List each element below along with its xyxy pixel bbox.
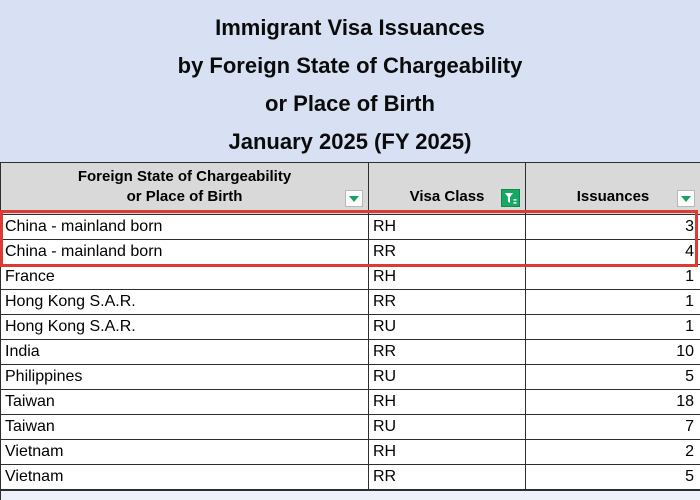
issuances-cell: 2: [526, 440, 700, 465]
title-line-2: by Foreign State of Chargeability: [177, 53, 523, 78]
country-cell: Hong Kong S.A.R.: [1, 315, 369, 340]
issuances-cell: 3: [526, 215, 700, 240]
country-cell: Taiwan: [1, 390, 369, 415]
visa-class-cell: RH: [369, 390, 526, 415]
country-cell: Hong Kong S.A.R.: [1, 290, 369, 315]
issuances-cell: 5: [526, 465, 700, 490]
chevron-down-icon: [681, 195, 691, 202]
table-row[interactable]: Taiwan RH 18: [1, 390, 700, 415]
issuances-cell: 1: [526, 290, 700, 315]
partial-next-row: [1, 491, 700, 500]
visa-class-filter-applied-button[interactable]: [501, 189, 520, 207]
title-block: Immigrant Visa Issuances by Foreign Stat…: [0, 0, 700, 162]
country-cell: France: [1, 265, 369, 290]
issuances-cell: 1: [526, 315, 700, 340]
visa-class-cell: RH: [369, 440, 526, 465]
country-cell: China - mainland born: [1, 240, 369, 265]
table-row[interactable]: Hong Kong S.A.R. RU 1: [1, 315, 700, 340]
visa-class-cell: RU: [369, 365, 526, 390]
title-line-4: January 2025 (FY 2025): [228, 129, 472, 154]
table-body: China - mainland born RH 3 China - mainl…: [1, 215, 700, 491]
visa-class-cell: RR: [369, 290, 526, 315]
issuances-cell: 4: [526, 240, 700, 265]
country-cell: Philippines: [1, 365, 369, 390]
table-row[interactable]: Hong Kong S.A.R. RR 1: [1, 290, 700, 315]
country-cell: Vietnam: [1, 440, 369, 465]
visa-class-cell: RU: [369, 415, 526, 440]
issuances-cell: 18: [526, 390, 700, 415]
chevron-down-icon: [349, 195, 359, 202]
table-row[interactable]: Vietnam RH 2: [1, 440, 700, 465]
title-line-1: Immigrant Visa Issuances: [215, 15, 485, 40]
issuances-cell: 1: [526, 265, 700, 290]
header-country-line1: Foreign State of Chargeability: [77, 168, 292, 185]
country-cell: India: [1, 340, 369, 365]
table-row[interactable]: Philippines RU 5: [1, 365, 700, 390]
visa-class-cell: RH: [369, 215, 526, 240]
header-issuances-label: Issuances: [576, 188, 650, 205]
header-country-column: Foreign State of Chargeability or Place …: [1, 162, 369, 215]
header-visa-class-label: Visa Class: [409, 188, 485, 205]
table-row[interactable]: India RR 10: [1, 340, 700, 365]
header-issuances-column: Issuances: [526, 162, 700, 215]
visa-class-cell: RR: [369, 465, 526, 490]
header-country-line2: or Place of Birth: [126, 188, 243, 205]
table-row[interactable]: Taiwan RU 7: [1, 415, 700, 440]
filter-funnel-icon: [505, 192, 517, 204]
country-cell: China - mainland born: [1, 215, 369, 240]
issuances-cell: 10: [526, 340, 700, 365]
table-row[interactable]: France RH 1: [1, 265, 700, 290]
data-table: Foreign State of Chargeability or Place …: [0, 162, 700, 500]
table-header-row: Foreign State of Chargeability or Place …: [1, 162, 700, 215]
issuances-cell: 7: [526, 415, 700, 440]
country-cell: Vietnam: [1, 465, 369, 490]
issuances-cell: 5: [526, 365, 700, 390]
title-line-3: or Place of Birth: [265, 91, 435, 116]
visa-class-cell: RU: [369, 315, 526, 340]
header-visa-class-column: Visa Class: [369, 162, 526, 215]
visa-class-cell: RR: [369, 340, 526, 365]
table-row-highlighted[interactable]: China - mainland born RR 4: [1, 240, 700, 265]
table-row-highlighted[interactable]: China - mainland born RH 3: [1, 215, 700, 240]
issuances-filter-dropdown-button[interactable]: [677, 190, 695, 207]
table-row[interactable]: Vietnam RR 5: [1, 465, 700, 490]
visa-class-cell: RR: [369, 240, 526, 265]
visa-class-cell: RH: [369, 265, 526, 290]
country-filter-dropdown-button[interactable]: [345, 190, 363, 207]
country-cell: Taiwan: [1, 415, 369, 440]
